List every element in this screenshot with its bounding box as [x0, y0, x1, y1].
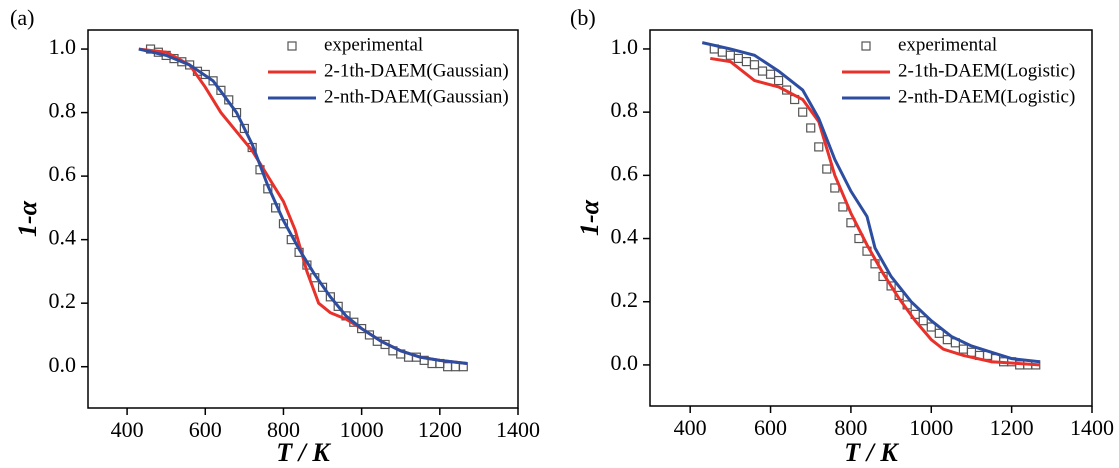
y-axis-label: 1-α: [13, 200, 42, 237]
legend-label: 2-1th-DAEM(Logistic): [898, 60, 1075, 81]
legend-marker: [287, 41, 297, 51]
data-point: [958, 344, 969, 354]
data-point: [822, 164, 832, 174]
data-point: [357, 323, 367, 334]
data-point: [934, 328, 944, 338]
data-point: [239, 123, 249, 134]
data-point: [749, 60, 760, 70]
data-point: [443, 362, 453, 372]
y-tick-label: 0.2: [611, 287, 639, 312]
data-point: [216, 85, 226, 95]
legend-label: experimental: [324, 34, 423, 55]
data-point: [926, 322, 936, 332]
series-line: [710, 56, 1040, 367]
y-tick-label: 1.0: [611, 34, 639, 59]
legend-label: 2-nth-DAEM(Logistic): [898, 86, 1075, 107]
data-point: [333, 301, 343, 311]
y-tick-label: 0.6: [49, 161, 77, 186]
data-point: [765, 69, 776, 79]
data-point: [814, 142, 824, 152]
data-point: [757, 66, 768, 76]
y-axis-label: 1-α: [575, 199, 604, 236]
data-point: [208, 76, 218, 86]
y-tick-label: 0.2: [49, 288, 77, 313]
legend-label: 2-nth-DAEM(Gaussian): [324, 86, 509, 107]
series-line: [138, 47, 468, 366]
data-point: [733, 53, 744, 64]
y-tick-label: 0.4: [611, 224, 639, 249]
x-tick-label: 600: [189, 417, 222, 442]
y-tick-label: 0.8: [49, 98, 77, 123]
x-tick-label: 1000: [909, 415, 953, 440]
x-tick-label: 1400: [496, 417, 540, 442]
data-point: [806, 123, 816, 133]
y-tick-label: 0.0: [49, 352, 77, 377]
y-tick-label: 0.4: [49, 225, 77, 250]
y-tick-label: 0.8: [611, 97, 639, 122]
data-point: [918, 316, 928, 326]
data-point: [886, 281, 896, 291]
panel-label: (b): [570, 5, 596, 30]
x-axis-label: T / K: [276, 438, 331, 467]
x-axis-label: T / K: [844, 438, 899, 467]
legend-label: 2-1th-DAEM(Gaussian): [324, 60, 509, 81]
x-tick-label: 400: [111, 417, 144, 442]
panel-label: (a): [10, 5, 34, 30]
legend-label: experimental: [898, 34, 997, 55]
data-point: [798, 107, 808, 117]
x-tick-label: 800: [834, 415, 867, 440]
x-tick-label: 400: [674, 415, 707, 440]
y-tick-label: 1.0: [49, 34, 77, 59]
data-point: [741, 56, 752, 67]
legend-marker: [861, 41, 871, 51]
plot-frame: [649, 29, 1093, 407]
data-point: [773, 75, 784, 86]
x-tick-label: 1000: [340, 417, 384, 442]
x-tick-label: 1200: [990, 415, 1034, 440]
x-tick-label: 600: [754, 415, 787, 440]
data-point: [185, 60, 195, 70]
data-point: [231, 107, 242, 118]
x-tick-label: 1200: [418, 417, 462, 442]
data-point: [725, 50, 735, 60]
data-point: [325, 292, 335, 302]
y-tick-label: 0.0: [611, 350, 639, 375]
x-tick-label: 800: [267, 417, 300, 442]
plot-frame: [87, 29, 519, 409]
y-tick-label: 0.6: [611, 160, 639, 185]
x-tick-label: 1400: [1070, 415, 1114, 440]
series-line: [701, 41, 1040, 364]
